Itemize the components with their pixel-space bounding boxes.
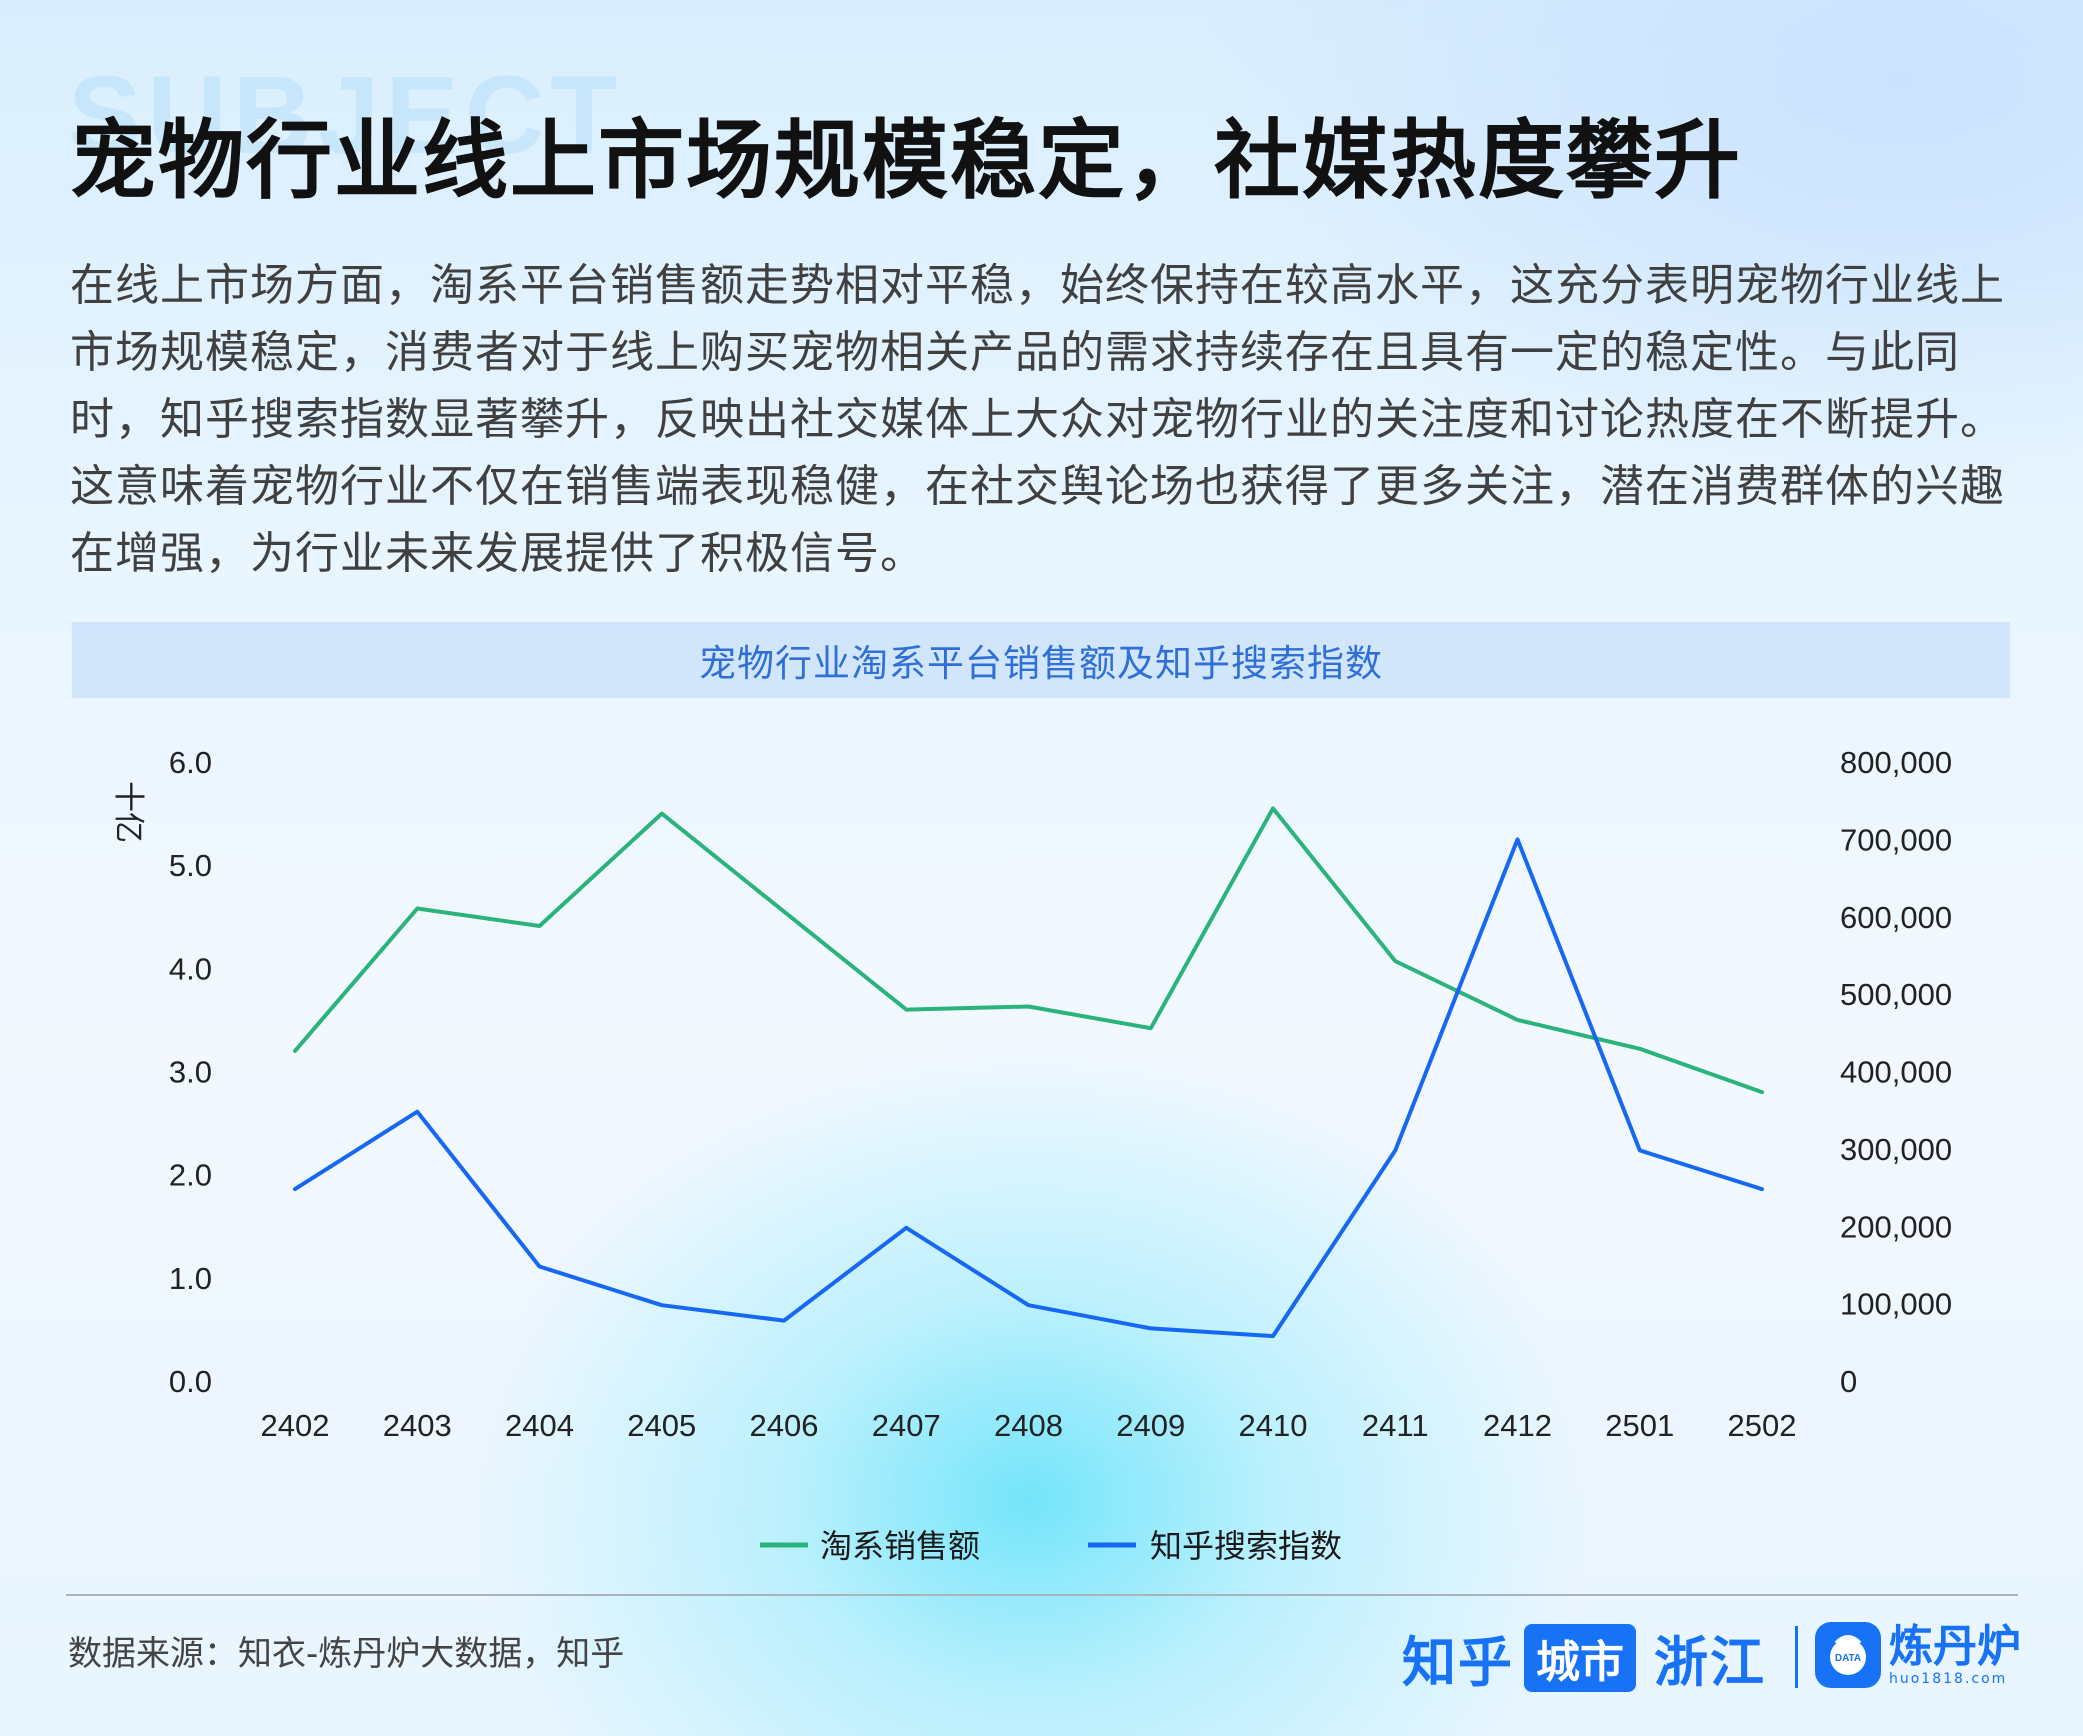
- x-axis-tick-label: 2410: [1239, 1408, 1308, 1443]
- chart-title-banner: 宠物行业淘系平台销售额及知乎搜索指数: [72, 622, 2010, 698]
- left-axis-tick-label: 2.0: [169, 1158, 212, 1193]
- x-axis-tick-label: 2403: [383, 1408, 452, 1443]
- left-axis-tick-label: 1.0: [169, 1261, 212, 1296]
- legend-label: 淘系销售额: [820, 1527, 980, 1565]
- liandanlu-name: 炼丹炉: [1889, 1621, 2021, 1672]
- x-axis-tick-label: 2501: [1605, 1408, 1674, 1443]
- x-axis-tick-label: 2404: [505, 1408, 574, 1443]
- right-axis-tick-label: 0: [1840, 1364, 1857, 1399]
- page-title: 宠物行业线上市场规模稳定，社媒热度攀升: [70, 111, 1742, 211]
- liandanlu-domain: huo1818.com: [1889, 1671, 2008, 1687]
- left-axis-tick-label: 4.0: [169, 951, 212, 986]
- left-axis-ticks: 0.0 1.0 2.0 3.0 4.0 5.0 6.0: [169, 745, 212, 1399]
- legend-label: 知乎搜索指数: [1150, 1527, 1342, 1565]
- x-axis-tick-label: 2402: [261, 1408, 330, 1443]
- x-axis-tick-label: 2409: [1116, 1408, 1185, 1443]
- region-text: 浙江: [1654, 1631, 1766, 1694]
- right-axis-tick-label: 600,000: [1840, 900, 1952, 935]
- x-axis-tick-label: 2502: [1728, 1408, 1797, 1443]
- logo-separator: [1795, 1626, 1798, 1688]
- city-badge: 城市: [1524, 1623, 1636, 1692]
- x-axis-tick-label: 2411: [1362, 1408, 1429, 1443]
- chart-legend: 淘系销售额 知乎搜索指数: [760, 1527, 1342, 1565]
- series-layer: [293, 806, 1764, 1339]
- liandanlu-icon-label: DATA: [1835, 1653, 1861, 1664]
- zhihu-city-zhejiang-logo: 知乎 城市 浙江: [1402, 1618, 1766, 1697]
- liandanlu-logo: DATA 炼丹炉 huo1818.com: [1815, 1622, 2021, 1688]
- source-note: 数据来源：知衣-炼丹炉大数据，知乎: [68, 1634, 625, 1674]
- right-axis-tick-label: 200,000: [1840, 1209, 1952, 1244]
- x-axis-ticks: 2402 2403 2404 2405 2406 2407 2408 2409 2410 2411…: [261, 1408, 1797, 1443]
- chart-title: 宠物行业淘系平台销售额及知乎搜索指数: [699, 642, 1383, 685]
- right-axis-tick-label: 500,000: [1840, 977, 1952, 1012]
- footer-divider: [66, 1594, 2018, 1596]
- liandanlu-icon: DATA: [1815, 1622, 1881, 1688]
- left-axis-unit: 十亿: [110, 781, 146, 843]
- x-axis-tick-label: 2406: [750, 1408, 819, 1443]
- right-axis-tick-label: 100,000: [1840, 1287, 1952, 1322]
- x-axis-tick-label: 2412: [1483, 1408, 1552, 1443]
- zhihu-logo-text: 知乎: [1402, 1631, 1514, 1694]
- left-axis-tick-label: 6.0: [169, 745, 212, 780]
- series-line-zhihu-index: [293, 837, 1764, 1339]
- x-axis-tick-label: 2407: [872, 1408, 941, 1443]
- x-axis-tick-label: 2408: [994, 1408, 1063, 1443]
- left-axis-tick-label: 0.0: [169, 1364, 212, 1399]
- left-axis-tick-label: 3.0: [169, 1055, 212, 1090]
- right-axis-tick-label: 800,000: [1840, 745, 1952, 780]
- x-axis-tick-label: 2405: [627, 1408, 696, 1443]
- line-chart: 0.0 1.0 2.0 3.0 4.0 5.0 6.0 0 100,000 200,000 300…: [110, 745, 1952, 1565]
- right-axis-tick-label: 700,000: [1840, 822, 1952, 857]
- right-axis-tick-label: 400,000: [1840, 1055, 1952, 1090]
- left-axis-tick-label: 5.0: [169, 848, 212, 883]
- right-axis-tick-label: 300,000: [1840, 1132, 1952, 1167]
- background-watermark-word: SUBJECT: [68, 54, 624, 177]
- intro-paragraph: 在线上市场方面，淘系平台销售额走势相对平稳，始终保持在较高水平，这充分表明宠物行…: [70, 260, 2005, 579]
- series-line-taoxi-sales: [293, 806, 1764, 1095]
- right-axis-ticks: 0 100,000 200,000 300,000 400,000 500,000 600,…: [1840, 745, 1952, 1399]
